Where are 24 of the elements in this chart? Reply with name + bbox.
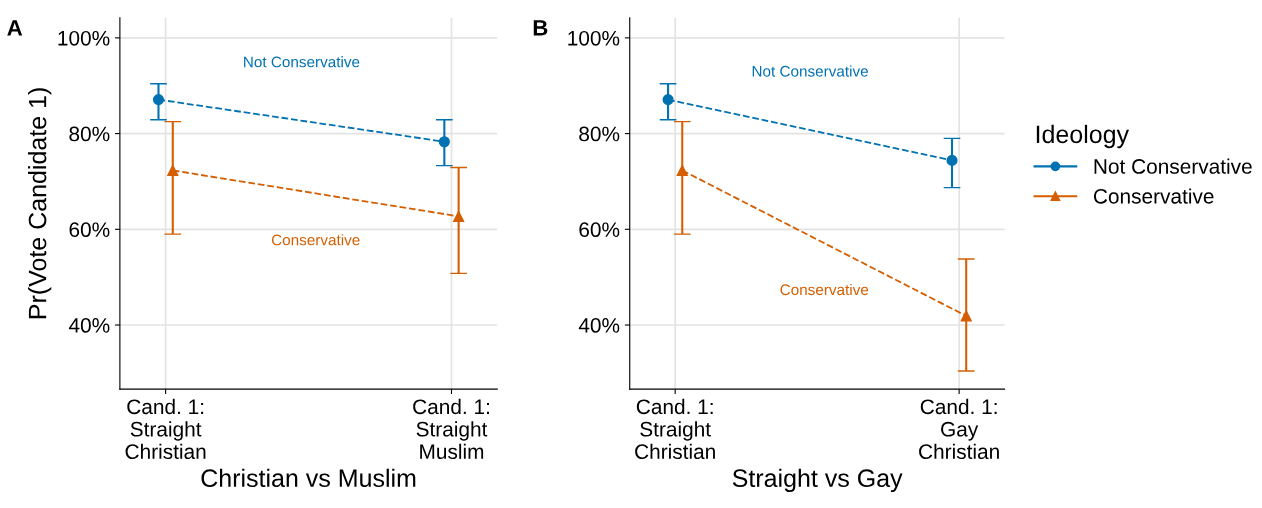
chart-title: A (7, 20, 23, 36)
x-tick-label: Cand. 1: Straight Muslim (413, 398, 489, 460)
y-axis-title: Pr(Vote Candidate 1) (28, 88, 52, 319)
y-tick-label: 100% (568, 30, 620, 46)
legend-label: Conservative (1093, 188, 1214, 204)
y-tick-label: 100% (58, 30, 110, 46)
x-tick-label: Cand. 1: Gay Christian (919, 398, 999, 460)
text: Conservative (271, 234, 360, 246)
text: Not Conservative (752, 65, 868, 77)
y-tick-label: 40% (68, 318, 110, 333)
x-axis-title: Straight vs Gay (732, 468, 903, 493)
x-tick-label: Cand. 1: Straight Christian (635, 398, 715, 460)
legend-label: Not Conservative (1094, 158, 1252, 174)
y-tick-label: 60% (69, 222, 110, 238)
x-tick-label: Cand. 1: Straight Christian (125, 398, 206, 460)
y-tick-label: 80% (69, 126, 110, 142)
chart-title: B (533, 20, 548, 36)
legend-title: Ideology (1036, 124, 1130, 149)
x-axis-title: Christian vs Muslim (201, 468, 416, 488)
y-tick-label: 80% (579, 126, 620, 142)
y-tick-label: 40% (578, 318, 620, 333)
y-tick-label: 60% (579, 222, 620, 238)
text: Not Conservative (244, 56, 360, 68)
text: Conservative (780, 283, 869, 296)
